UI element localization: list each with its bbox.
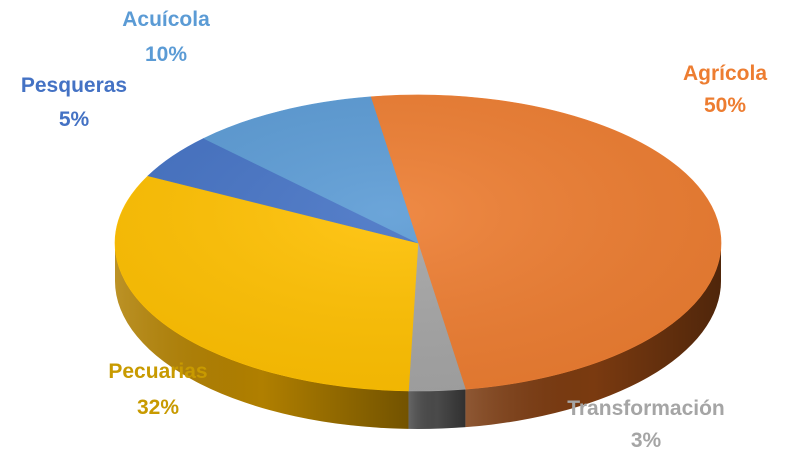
slice-value-label-pesqueras: 5% bbox=[59, 108, 90, 131]
slice-label-agricola: Agrícola bbox=[683, 62, 767, 85]
slice-value-label-agricola: 50% bbox=[704, 94, 746, 117]
pie-side-shade-transformacion bbox=[408, 389, 465, 429]
slice-value-label-pecuarias: 32% bbox=[137, 396, 179, 419]
slice-label-pesqueras: Pesqueras bbox=[21, 74, 127, 97]
slice-value-label-acuicola: 10% bbox=[145, 43, 187, 66]
slice-value-label-transformacion: 3% bbox=[631, 429, 662, 452]
slice-label-transformacion: Transformación bbox=[567, 397, 725, 420]
pie-tops bbox=[115, 95, 721, 391]
slice-label-pecuarias: Pecuarias bbox=[108, 360, 207, 383]
slice-label-acuicola: Acuícola bbox=[122, 8, 210, 31]
